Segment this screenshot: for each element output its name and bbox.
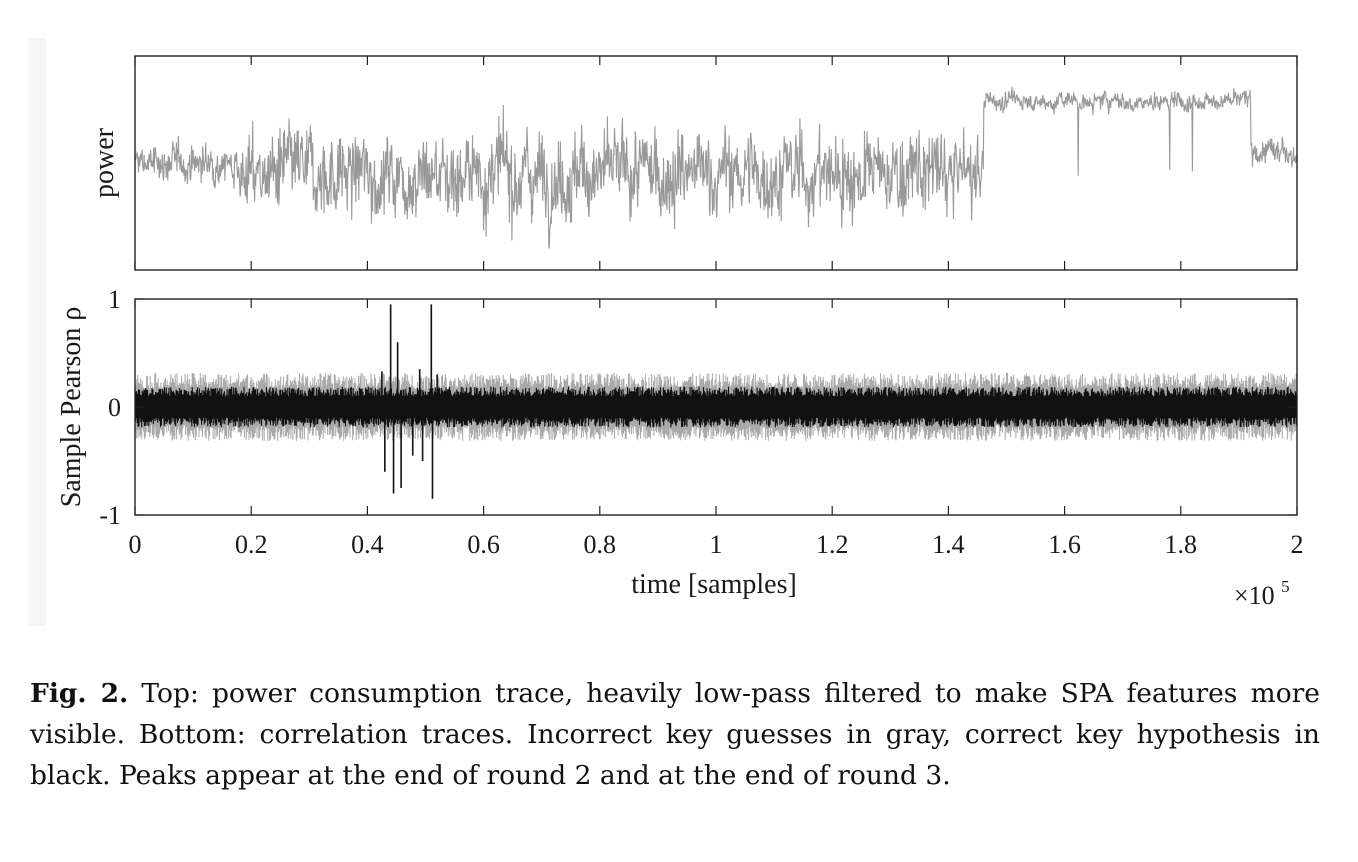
x-axis-exponent-power: 5 (1281, 577, 1290, 596)
x-tick-label-6: 1.2 (816, 530, 849, 559)
figure-edge-shade (28, 38, 46, 626)
x-tick-label-3: 0.6 (467, 530, 500, 559)
power-trace (134, 86, 1298, 249)
x-tick-label-7: 1.4 (932, 530, 965, 559)
y-tick-label-1: 0 (108, 393, 121, 422)
figure-caption: Fig. 2. Top: power consumption trace, he… (30, 673, 1320, 796)
x-axis-exponent: ×10 5 (1234, 577, 1290, 610)
x-tick-label-2: 0.4 (351, 530, 384, 559)
caption-text: Top: power consumption trace, heavily lo… (30, 678, 1320, 791)
y-tick-label-0: -1 (99, 501, 121, 530)
top-y-axis-label: power (89, 127, 120, 198)
x-tick-label-9: 1.8 (1165, 530, 1198, 559)
x-tick-label-8: 1.6 (1048, 530, 1081, 559)
x-tick-label-5: 1 (710, 530, 723, 559)
x-tick-label-4: 0.8 (584, 530, 617, 559)
x-tick-label-1: 0.2 (235, 530, 268, 559)
x-tick-label-0: 0 (129, 530, 142, 559)
top-plot (134, 55, 1298, 271)
bottom-y-axis-label: Sample Pearson ρ (56, 307, 87, 508)
top-plot-frame (134, 55, 1298, 271)
y-tick-label-2: 1 (108, 285, 121, 314)
correct-key-trace (134, 386, 1298, 428)
x-axis-label: time [samples] (631, 569, 797, 600)
chart: 0 0.2 0.4 0.6 0.8 1 1.2 1.4 1.6 1.8 2 -1 0 1 power Sa… (56, 55, 1304, 610)
caption-label: Fig. 2. (30, 678, 129, 709)
x-tick-label-10: 2 (1291, 530, 1304, 559)
x-axis-exponent-base: ×10 (1234, 581, 1275, 610)
bottom-plot: 0 0.2 0.4 0.6 0.8 1 1.2 1.4 1.6 1.8 2 -1 0 1 (99, 285, 1303, 559)
figure: 0 0.2 0.4 0.6 0.8 1 1.2 1.4 1.6 1.8 2 -1 0 1 power Sa… (28, 38, 1304, 626)
